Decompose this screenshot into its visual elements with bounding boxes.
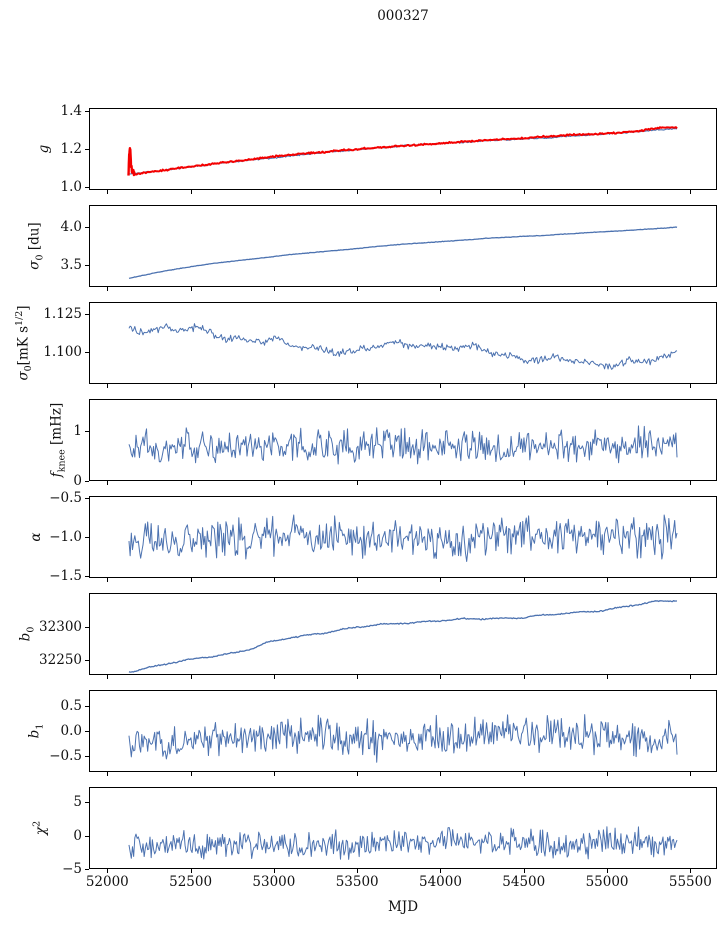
x-tick-label: 53000: [252, 874, 296, 890]
label-segment: b: [17, 632, 34, 642]
series-b0: [128, 599, 678, 673]
label-segment: 0: [23, 365, 35, 372]
plot-border: [89, 205, 717, 287]
x-tick-label: 52500: [169, 874, 213, 890]
panel-f-knee: 0 1 fknee [mHz]: [0, 399, 725, 489]
y-tick-label: 5: [73, 794, 82, 811]
y-tick-label: −1.5: [49, 568, 82, 585]
y-tick-label: 1: [73, 423, 82, 439]
plot-border: [89, 399, 717, 481]
label-segment: [du]: [26, 222, 43, 255]
label-segment: 0: [25, 626, 37, 633]
y-tick-label: 1.100: [43, 344, 82, 361]
plot-area-sigma0-mK: [85, 302, 717, 388]
y-tick-label: 0: [73, 827, 82, 844]
plot-area-chi2: [85, 787, 717, 873]
plot-border: [89, 787, 717, 869]
y-axis-label-f-knee: fknee [mHz]: [49, 403, 68, 477]
panel-alpha: −1.5 −1.0 −0.5 α: [0, 490, 725, 584]
plot-area-b0: [85, 593, 717, 679]
panel-b0: 32250 32300 b0: [0, 593, 725, 679]
y-tick-label: 4.0: [60, 218, 82, 235]
label-segment: b: [26, 729, 43, 739]
label-segment: g: [36, 144, 52, 154]
plot-area-g: [85, 108, 717, 194]
x-tick-label: 55000: [585, 874, 629, 890]
panel-chi2: −5 0 5 χ2 52000 52500 53000 53500 54000 54500 5500…: [0, 787, 725, 890]
series-b1: [128, 714, 678, 763]
y-axis-label-b0: b0: [18, 627, 37, 642]
series-g-start-spike-red: [127, 146, 136, 177]
plot-border: [89, 690, 717, 772]
y-tick-label: 32250: [39, 652, 82, 669]
x-axis-label: MJD: [387, 899, 419, 915]
x-tick-label: 55500: [668, 874, 712, 890]
series-sigma0-mK: [128, 323, 678, 370]
figure-title: 000327: [377, 8, 429, 24]
y-axis-label-chi2: χ2: [31, 821, 49, 835]
plot-border: [89, 496, 717, 578]
plot-border: [89, 302, 717, 384]
plot-area-alpha: [85, 496, 717, 582]
series-f-knee: [128, 425, 678, 465]
y-tick-label: 0.5: [60, 698, 82, 714]
label-segment: σ: [26, 260, 43, 270]
series-chi2: [128, 826, 678, 860]
series-sigma0-du: [128, 226, 678, 279]
plot-area-sigma0-du: [85, 205, 717, 291]
y-axis-label-alpha: α: [28, 532, 44, 541]
y-tick-label: 1.2: [60, 141, 82, 157]
y-tick-label: 1.125: [43, 306, 82, 323]
label-segment: [mHz]: [48, 402, 65, 450]
label-segment: f: [48, 472, 65, 478]
label-segment: χ: [32, 826, 49, 836]
y-tick-label: 1.0: [60, 179, 82, 196]
panel-sigma0-du: 3.5 4.0 σ0 [du]: [0, 205, 725, 291]
y-tick-label: −0.5: [49, 748, 82, 764]
series-g-measured-red: [134, 126, 678, 176]
y-tick-label: −0.5: [49, 489, 82, 506]
x-tick-label: 53500: [335, 874, 379, 890]
plot-border: [89, 108, 717, 190]
y-tick-label: 0.0: [60, 723, 82, 739]
y-axis-label-g: g: [36, 145, 52, 154]
y-tick-label: 3.5: [60, 257, 82, 274]
plot-border: [89, 593, 717, 675]
label-segment: α: [28, 532, 44, 542]
label-segment: 2: [31, 820, 43, 827]
x-tick-label: 54000: [418, 874, 462, 890]
x-tick-label: 54500: [502, 874, 546, 890]
y-tick-label: −5: [62, 861, 82, 877]
y-tick-label: 32300: [39, 619, 82, 636]
x-tick-label: 52000: [85, 874, 129, 890]
y-axis-label-sigma0-du: σ0 [du]: [27, 222, 46, 269]
panel-g: 1.0 1.2 1.4 g: [0, 103, 725, 195]
y-tick-label: 1.4: [60, 102, 82, 119]
label-segment: ]: [15, 305, 32, 311]
panel-sigma0-mK: 1.100 1.125 σ0[mK s1/2]: [0, 302, 725, 388]
panel-b1: −0.5 0.0 0.5 b1: [0, 690, 725, 776]
label-segment: knee: [56, 449, 68, 473]
label-segment: 1: [34, 723, 46, 730]
label-segment: σ: [15, 371, 32, 381]
label-segment: [mK s: [15, 325, 32, 366]
y-tick-label: −1.0: [49, 529, 82, 545]
series-g-model-blue: [128, 127, 678, 175]
y-tick-label: 0: [73, 473, 82, 489]
label-segment: 1/2: [13, 310, 25, 326]
label-segment: 0: [34, 254, 46, 261]
plot-area-f-knee: [85, 399, 717, 485]
plot-area-b1: [85, 690, 717, 776]
y-axis-label-sigma0-mK: σ0[mK s1/2]: [14, 305, 34, 380]
series-alpha: [128, 514, 678, 562]
y-axis-label-b1: b1: [27, 724, 46, 739]
